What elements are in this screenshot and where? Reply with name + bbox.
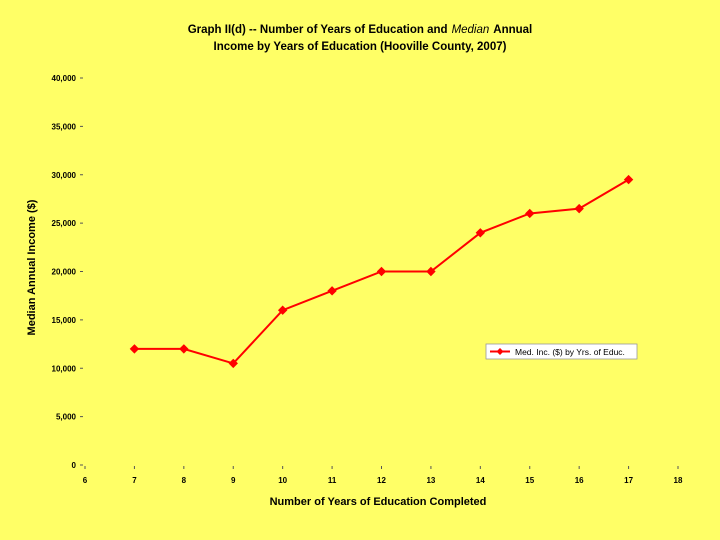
y-tick-label: 5,000 (56, 413, 77, 422)
y-axis-title: Median Annual Income ($) (26, 199, 38, 335)
data-point (525, 208, 535, 219)
x-tick-label: 16 (575, 476, 584, 485)
x-tick-label: 11 (328, 476, 337, 485)
y-tick-label: 0 (72, 461, 77, 470)
x-tick-label: 8 (182, 476, 187, 485)
data-point (623, 174, 634, 185)
y-tick-label: 10,000 (52, 364, 77, 373)
x-tick-label: 6 (83, 476, 88, 485)
legend-swatch-marker (496, 348, 504, 355)
x-tick-label: 13 (426, 476, 435, 485)
x-tick-label: 12 (377, 476, 386, 485)
data-point (574, 203, 584, 214)
y-tick-label: 25,000 (52, 219, 77, 228)
legend-label: Med. Inc. ($) by Yrs. of Educ. (515, 347, 625, 357)
chart-title-line-1: Graph II(d) -- Number of Years of Educat… (0, 24, 720, 36)
x-tick-label: 15 (525, 476, 534, 485)
x-axis-title: Number of Years of Education Completed (270, 496, 487, 508)
x-tick-label: 14 (476, 476, 485, 485)
x-tick-label: 10 (278, 476, 287, 485)
chart-title-line-2: Income by Years of Education (Hooville C… (213, 41, 507, 53)
x-tick-label: 18 (674, 476, 683, 485)
y-tick-label: 40,000 (52, 74, 77, 83)
chart-title-part-2: Annual (493, 24, 533, 36)
data-point (277, 305, 288, 315)
x-tick-label: 17 (624, 476, 633, 485)
chart-title-emphasis: Median (451, 24, 490, 36)
data-point (475, 228, 486, 238)
y-tick-label: 30,000 (52, 171, 77, 180)
data-point (129, 344, 140, 354)
legend-box (485, 343, 638, 360)
data-point (426, 266, 436, 277)
data-point (376, 266, 387, 277)
y-tick-label: 15,000 (52, 316, 77, 325)
y-tick-label: 20,000 (52, 268, 77, 277)
data-point (179, 344, 189, 354)
data-point (228, 358, 238, 369)
data-point (327, 286, 337, 296)
x-tick-label: 7 (132, 476, 137, 485)
x-tick-label: 9 (231, 476, 236, 485)
chart-title-part-1: Graph II(d) -- Number of Years of Educat… (187, 24, 448, 36)
y-tick-label: 35,000 (52, 122, 77, 131)
